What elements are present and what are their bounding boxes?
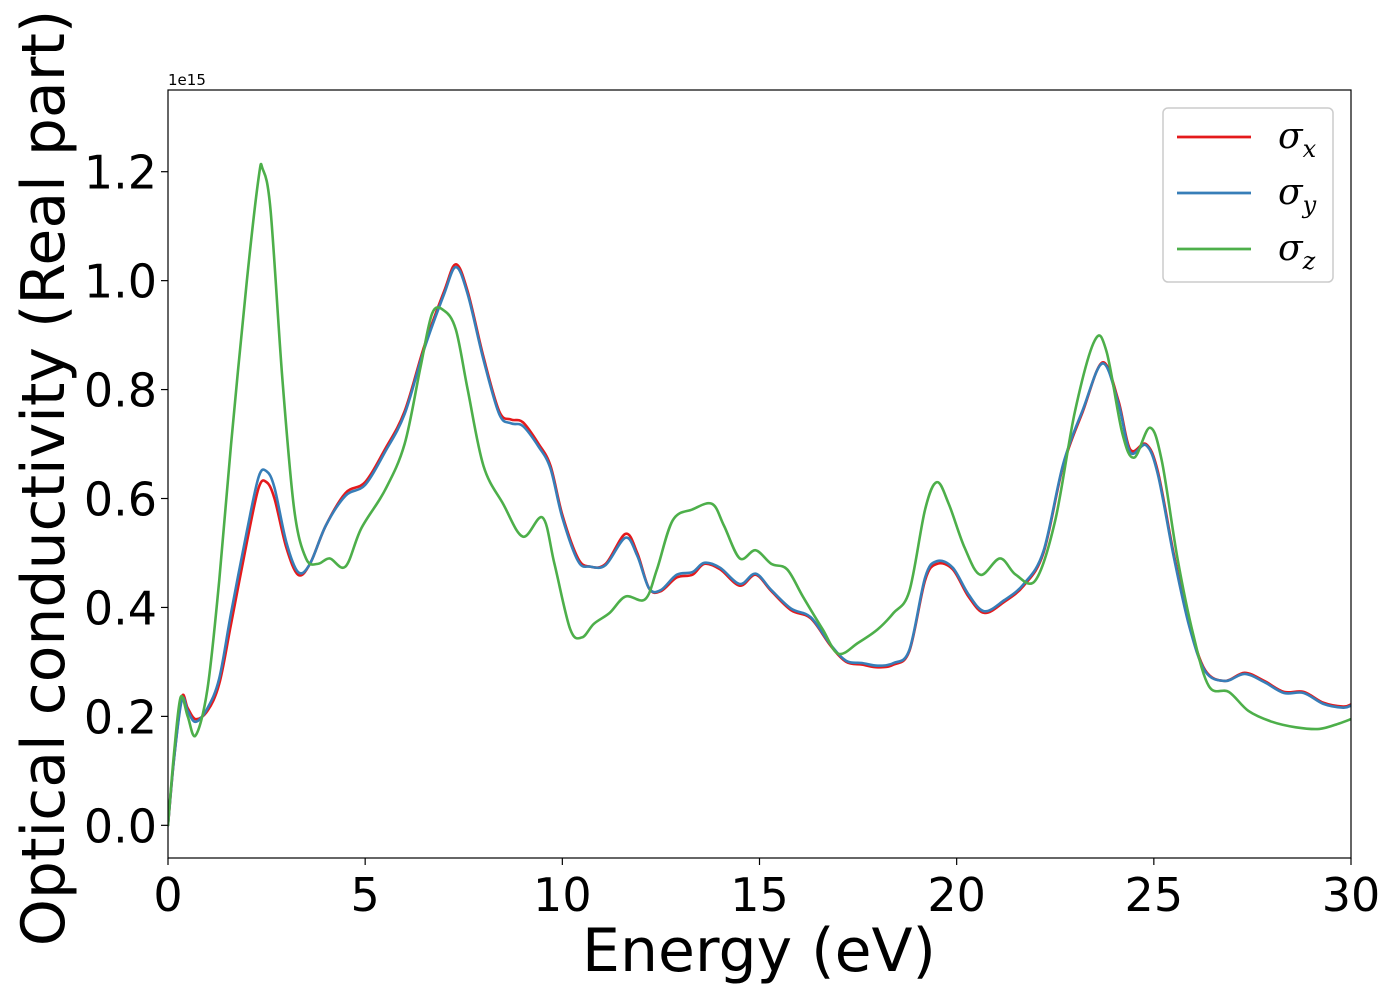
plot-frame [167, 89, 1352, 859]
x-tick-label: 25 [1125, 868, 1184, 922]
x-axis-ticks: 0 5 10 15 20 25 30 [153, 858, 1380, 922]
legend-frame [1162, 107, 1334, 283]
y-tick-label: 0.6 [84, 473, 157, 527]
y-tick-label: 1.2 [84, 146, 157, 200]
x-tick-label: 5 [351, 868, 380, 922]
y-tick-label: 0.4 [84, 581, 157, 635]
plot-area [168, 162, 1351, 827]
x-axis-label: Energy (eV) [582, 916, 936, 986]
y-axis-label: Optical conductivity (Real part) [9, 10, 79, 947]
series-line-y [168, 265, 1351, 827]
y-tick-label: 0.0 [84, 799, 157, 853]
y-axis-ticks: 0.0 0.2 0.4 0.6 0.8 1.0 1.2 [84, 146, 168, 853]
y-tick-label: 1.0 [84, 255, 157, 309]
x-tick-label: 15 [730, 868, 789, 922]
y-tick-label: 0.2 [84, 690, 157, 744]
x-tick-label: 10 [533, 868, 592, 922]
y-tick-label: 0.8 [84, 364, 157, 418]
x-tick-label: 20 [927, 868, 986, 922]
series-line-x [168, 263, 1351, 827]
x-tick-label: 30 [1322, 868, 1381, 922]
series-line-z [168, 162, 1351, 827]
x-tick-label: 0 [153, 868, 182, 922]
y-offset-label: 1e15 [168, 71, 206, 89]
